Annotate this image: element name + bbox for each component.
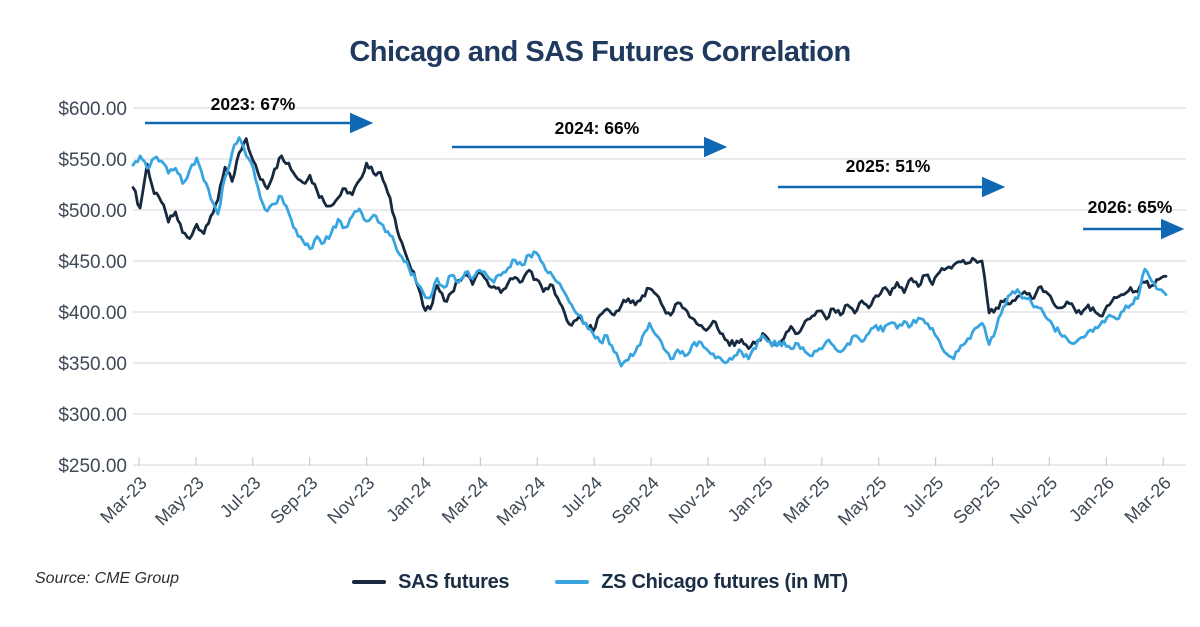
y-axis-label: $600.00 bbox=[58, 99, 127, 120]
x-axis-label: Jan-26 bbox=[1065, 473, 1118, 526]
x-axis-label: May-24 bbox=[493, 473, 550, 530]
y-axis-label: $500.00 bbox=[58, 201, 127, 222]
legend: SAS futures ZS Chicago futures (in MT) bbox=[0, 562, 1200, 602]
annotation-label: 2024: 66% bbox=[555, 118, 640, 138]
y-axis-label: $400.00 bbox=[58, 303, 127, 324]
legend-label-zs-chicago-futures: ZS Chicago futures (in MT) bbox=[601, 570, 848, 593]
annotation-label: 2025: 51% bbox=[846, 156, 931, 176]
x-axis-label: Nov-24 bbox=[665, 473, 720, 528]
annotation-label: 2023: 67% bbox=[211, 94, 296, 114]
x-axis-label: Nov-23 bbox=[323, 473, 378, 528]
x-axis-label: Mar-23 bbox=[96, 473, 150, 527]
y-axis-label: $450.00 bbox=[58, 252, 127, 273]
x-axis-label: Sep-23 bbox=[266, 473, 321, 528]
x-axis-label: Mar-26 bbox=[1121, 473, 1175, 527]
x-axis-label: Nov-25 bbox=[1006, 473, 1061, 528]
x-axis-label: Jul-25 bbox=[899, 473, 948, 522]
legend-label-sas-futures: SAS futures bbox=[398, 570, 510, 593]
x-axis-label: Mar-24 bbox=[438, 473, 492, 527]
annotation-label: 2026: 65% bbox=[1088, 197, 1173, 217]
chart-title: Chicago and SAS Futures Correlation bbox=[349, 36, 851, 68]
x-axis-label: Mar-25 bbox=[779, 473, 833, 527]
x-axis-label: May-23 bbox=[151, 473, 208, 530]
zs-chicago-futures-swatch bbox=[555, 580, 590, 584]
legend-item-zs-chicago-futures: ZS Chicago futures (in MT) bbox=[555, 571, 848, 594]
x-axis-label: Sep-25 bbox=[949, 473, 1004, 528]
x-axis-label: May-25 bbox=[834, 473, 891, 530]
zs-chicago-futures-line bbox=[131, 136, 1168, 368]
x-axis-label: Jan-25 bbox=[724, 473, 777, 526]
sas-futures-line bbox=[131, 137, 1168, 351]
x-axis-label: Sep-24 bbox=[608, 473, 663, 528]
y-axis-label: $250.00 bbox=[58, 456, 127, 477]
x-axis-label: Jan-24 bbox=[382, 473, 435, 526]
y-axis-label: $300.00 bbox=[58, 405, 127, 426]
x-axis-label: Jul-23 bbox=[216, 473, 265, 522]
x-axis-label: Jul-24 bbox=[557, 473, 606, 522]
y-axis-label: $550.00 bbox=[58, 150, 127, 171]
sas-futures-swatch bbox=[352, 580, 387, 584]
chart-footer: Source: CME Group SAS futures ZS Chicago… bbox=[0, 562, 1200, 602]
source-note: Source: CME Group bbox=[35, 570, 180, 587]
y-axis-label: $350.00 bbox=[58, 354, 127, 375]
legend-item-sas-futures: SAS futures bbox=[352, 570, 510, 594]
